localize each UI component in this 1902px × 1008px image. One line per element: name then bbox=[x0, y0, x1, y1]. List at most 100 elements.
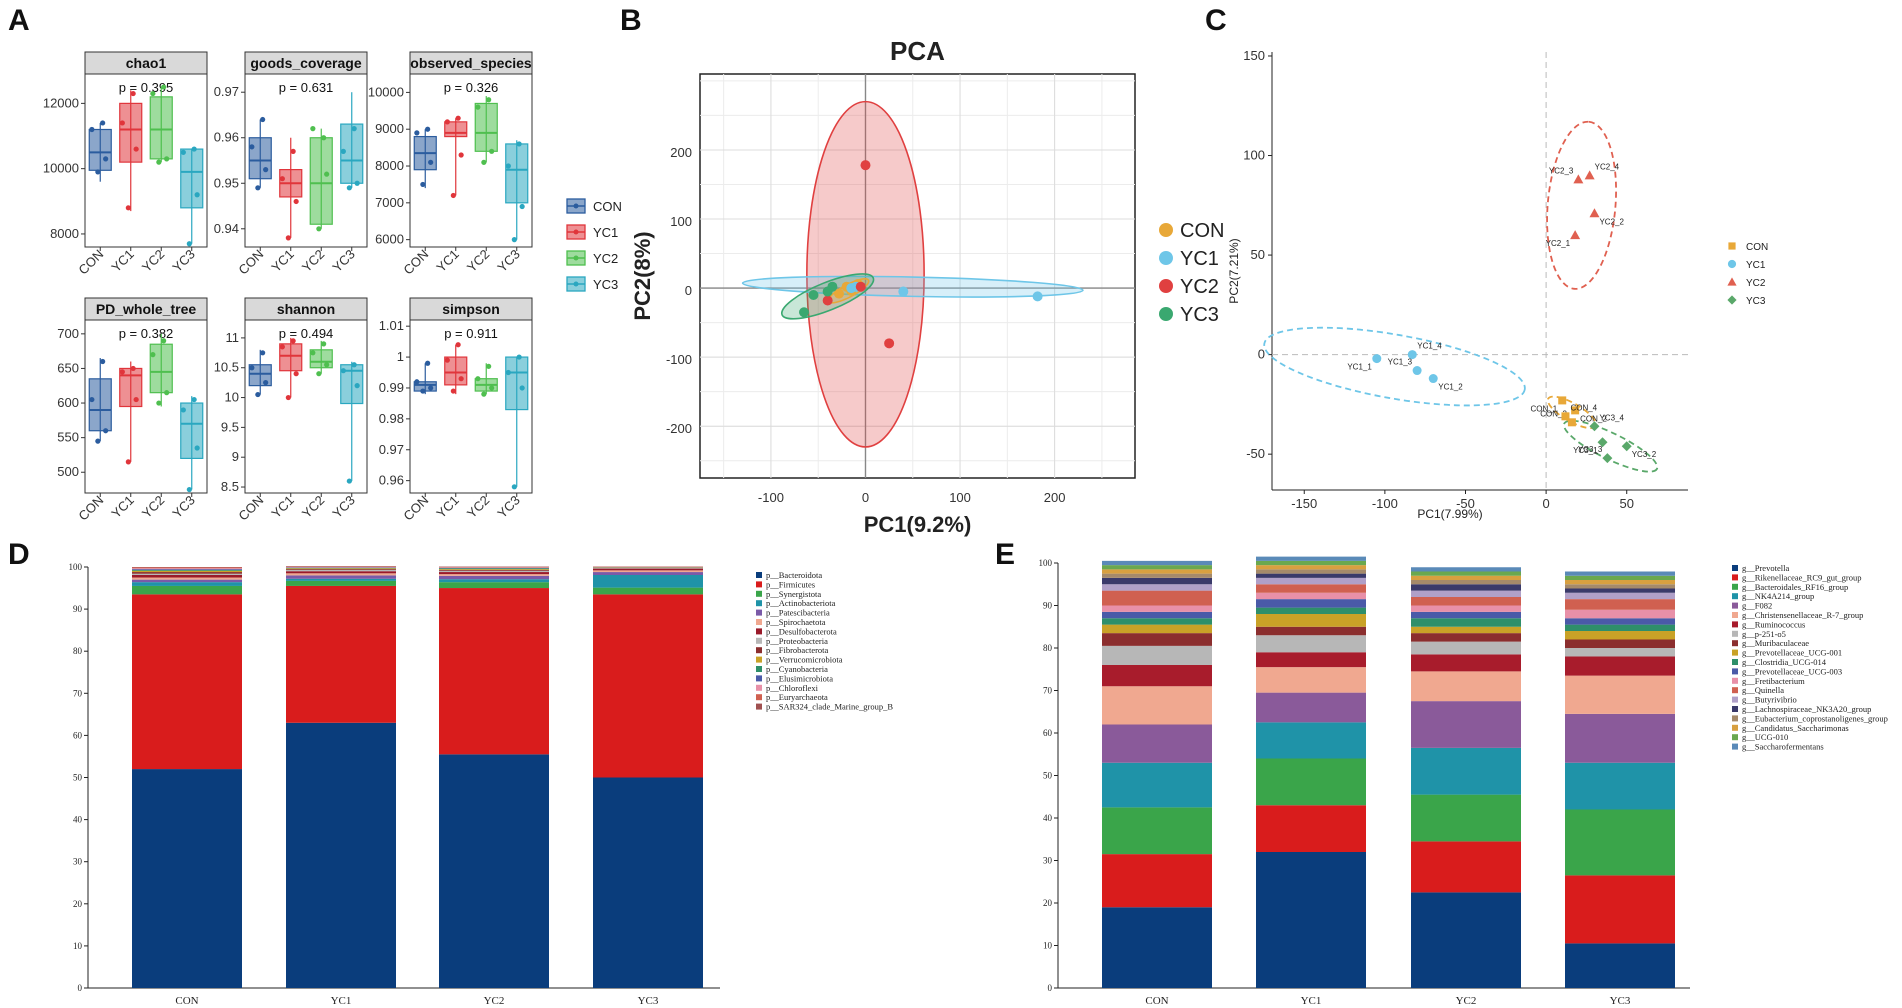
y-tick-label: 10.5 bbox=[214, 360, 239, 375]
point-YC1 bbox=[458, 376, 464, 382]
bar-segment bbox=[132, 769, 242, 988]
bar-segment bbox=[1411, 611, 1521, 619]
bar-segment bbox=[439, 754, 549, 988]
y-tick-label: 9000 bbox=[375, 121, 404, 136]
point-YC2 bbox=[860, 160, 871, 171]
point-CON bbox=[414, 379, 420, 385]
box-CON bbox=[88, 378, 112, 432]
y-tick-label: 500 bbox=[57, 464, 79, 479]
point-CON bbox=[95, 169, 101, 175]
y-tick-label: 0 bbox=[1258, 347, 1265, 362]
point-CON bbox=[89, 396, 95, 403]
x-tick-label: YC3 bbox=[329, 493, 357, 521]
x-tick-label: CON bbox=[235, 247, 266, 278]
point-label: YC1_2 bbox=[1438, 383, 1463, 392]
point-CON bbox=[95, 438, 101, 444]
legend-swatch bbox=[756, 581, 762, 588]
y-tick-label: 40 bbox=[73, 815, 83, 825]
x-tick-label: YC1 bbox=[268, 493, 296, 521]
x-tick-label: CON bbox=[400, 493, 431, 524]
box-YC2 bbox=[309, 137, 333, 225]
point-YC3 bbox=[351, 362, 357, 368]
bar-segment bbox=[1102, 584, 1212, 591]
y-tick-label: 100 bbox=[1243, 148, 1265, 163]
facet-title: goods_coverage bbox=[250, 55, 361, 71]
legend-label: p__Euryarchaeota bbox=[766, 692, 828, 702]
bar-segment bbox=[1256, 852, 1366, 988]
legend-marker-YC3 bbox=[1159, 307, 1173, 321]
y-tick-label: 8000 bbox=[50, 226, 79, 241]
point-YC2 bbox=[324, 171, 330, 177]
legend-label: p__SAR324_clade_Marine_group_B bbox=[766, 702, 893, 712]
point-YC1 bbox=[279, 176, 285, 182]
bar-segment bbox=[439, 574, 549, 576]
x-tick-label: YC3 bbox=[1610, 995, 1631, 1007]
legend-marker-YC2 bbox=[1159, 279, 1173, 293]
point-YC3 bbox=[1602, 453, 1613, 464]
legend-swatch bbox=[1732, 640, 1738, 647]
point-label: YC3_2 bbox=[1632, 450, 1657, 459]
point-CON bbox=[255, 391, 261, 398]
bar-segment bbox=[1102, 573, 1212, 578]
legend-label-YC3: YC3 bbox=[1180, 304, 1219, 326]
x-tick-label: YC3 bbox=[169, 247, 197, 275]
ellipse-YC2 bbox=[1546, 120, 1617, 290]
x-tick-label: YC3 bbox=[169, 493, 197, 521]
x-axis-label: PC1(9.2%) bbox=[864, 512, 972, 537]
legend-label: g__NK4A214_group bbox=[1742, 591, 1814, 601]
point-CON bbox=[89, 126, 95, 133]
legend-label: g__Christensenellaceae_R-7_group bbox=[1742, 610, 1863, 620]
point-YC2 bbox=[321, 341, 327, 347]
bar-segment bbox=[1256, 614, 1366, 627]
bar-segment bbox=[1256, 584, 1366, 593]
point-YC1 bbox=[119, 369, 125, 375]
bar-segment bbox=[1256, 635, 1366, 653]
bar-segment bbox=[1102, 618, 1212, 625]
point-CON bbox=[420, 388, 426, 394]
bar-segment bbox=[1102, 807, 1212, 855]
box-YC3 bbox=[180, 148, 204, 209]
y-tick-label: 1 bbox=[397, 349, 404, 364]
box-YC3 bbox=[340, 123, 364, 184]
facet-title: shannon bbox=[277, 301, 335, 317]
legend-point-CON bbox=[573, 203, 579, 209]
legend-swatch bbox=[756, 637, 762, 644]
facet-plot-area bbox=[244, 319, 368, 494]
x-tick-label: YC1 bbox=[108, 247, 136, 275]
box-YC3 bbox=[505, 143, 529, 204]
y-tick-label: 12000 bbox=[43, 95, 79, 110]
legend-label: g__Candidatus_Saccharimonas bbox=[1742, 723, 1849, 733]
legend-label-CON: CON bbox=[1746, 242, 1768, 253]
legend-marker-YC1 bbox=[1159, 251, 1173, 265]
point-YC1 bbox=[1412, 366, 1422, 376]
x-tick-label: 0 bbox=[862, 490, 869, 505]
point-YC1 bbox=[444, 357, 450, 363]
legend-swatch bbox=[756, 609, 762, 616]
legend-label: g__Bacteroidales_RF16_group bbox=[1742, 582, 1848, 592]
y-tick-label: 90 bbox=[1043, 601, 1053, 611]
bar-segment bbox=[1411, 575, 1521, 580]
legend-label: p__Synergistota bbox=[766, 589, 821, 599]
legend-swatch bbox=[756, 656, 762, 663]
bar-segment bbox=[1565, 656, 1675, 676]
x-tick-label: -50 bbox=[1456, 496, 1475, 511]
y-tick-label: 50 bbox=[1043, 771, 1053, 781]
legend-label: g__Prevotellaceae_UCG-003 bbox=[1742, 666, 1842, 676]
point-YC3 bbox=[340, 368, 346, 374]
legend-swatch bbox=[1732, 724, 1738, 731]
legend-marker-YC2 bbox=[1727, 277, 1737, 286]
p-value: p = 0.631 bbox=[279, 80, 334, 95]
point-YC2 bbox=[489, 385, 495, 391]
legend-point-YC2 bbox=[573, 255, 579, 261]
bar-segment bbox=[132, 569, 242, 570]
point-CON bbox=[1567, 418, 1576, 427]
bar-segment bbox=[1256, 577, 1366, 585]
point-YC3 bbox=[519, 385, 525, 391]
point-YC2 bbox=[316, 371, 322, 377]
bar-segment bbox=[1256, 599, 1366, 608]
p-value: p = 0.326 bbox=[444, 80, 499, 95]
box-YC3 bbox=[180, 402, 204, 460]
facet-title: chao1 bbox=[126, 55, 167, 71]
